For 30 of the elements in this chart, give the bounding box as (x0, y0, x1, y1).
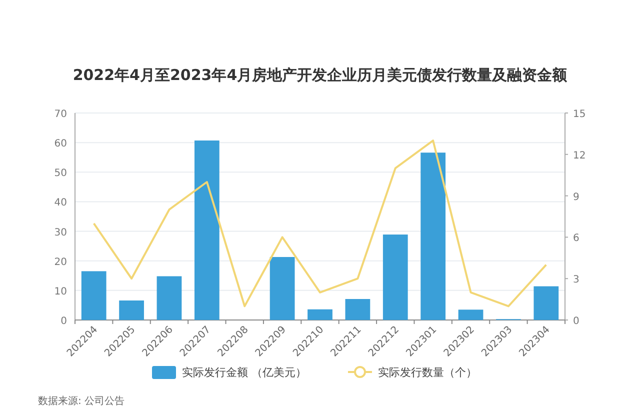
bar (308, 309, 332, 320)
y-tick-label: 30 (54, 227, 67, 238)
chart-title: 2022年4月至2023年4月房地产开发企业历月美元债发行数量及融资金额 (72, 66, 568, 84)
bar (345, 299, 370, 320)
y-tick-label: 20 (54, 256, 67, 268)
y-tick-label: 70 (54, 109, 67, 120)
bar (458, 310, 484, 320)
y-tick-label: 10 (54, 286, 67, 298)
bar (382, 234, 408, 320)
legend-label: 实际发行数量（个） (378, 366, 477, 379)
bar (156, 276, 182, 320)
legend-label: 实际发行金额 （亿美元） (182, 366, 306, 379)
y2-tick-label: 9 (573, 192, 580, 203)
bar (420, 152, 446, 320)
y2-tick-label: 15 (573, 109, 586, 120)
bar (534, 286, 559, 320)
y2-tick-label: 0 (573, 316, 580, 327)
y-tick-label: 50 (54, 168, 67, 180)
bar (119, 300, 144, 320)
y-tick-label: 60 (54, 138, 67, 150)
bar (194, 140, 220, 320)
y-tick-label: 40 (54, 198, 67, 209)
source-note: 数据来源: 公司公告 (38, 395, 125, 407)
y2-tick-label: 12 (573, 150, 586, 162)
y-tick-label: 0 (60, 316, 67, 327)
y2-tick-label: 3 (573, 274, 580, 286)
y2-tick-label: 6 (573, 233, 580, 244)
bar (81, 271, 106, 320)
bar (270, 257, 295, 320)
line-series (92, 140, 548, 308)
